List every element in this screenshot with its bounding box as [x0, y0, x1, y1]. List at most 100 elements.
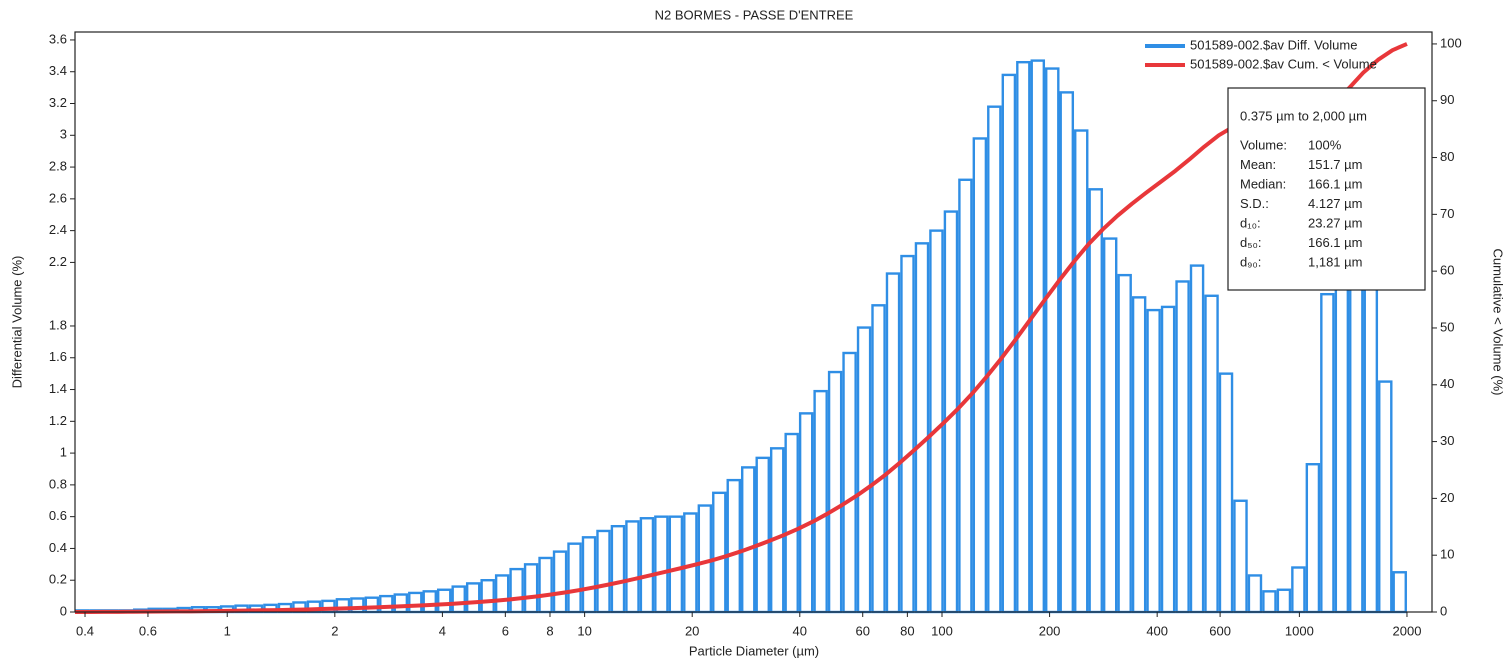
stats-frame [1227, 87, 1426, 291]
y-tick-label: 2.6 [49, 190, 67, 205]
bar [581, 536, 597, 614]
x-tick-label: 1 [224, 623, 231, 638]
x-tick-label: 0.6 [139, 623, 157, 638]
bar [1045, 67, 1060, 614]
plot-area [74, 42, 1408, 614]
bar [1392, 571, 1407, 614]
y-tick-label: 3.6 [49, 31, 67, 46]
bar [1363, 277, 1379, 614]
stats-label: Median: [1240, 176, 1286, 191]
bar [1378, 380, 1393, 614]
bar [1160, 305, 1176, 614]
bar [755, 456, 770, 614]
bar [827, 370, 843, 614]
x-tick-label: 2 [331, 623, 338, 638]
bar [1189, 264, 1205, 614]
bar [1320, 292, 1335, 614]
bar [712, 491, 727, 614]
y-tick-label: 3.2 [49, 95, 67, 110]
bar [625, 520, 640, 614]
stats-label: Volume: [1240, 137, 1287, 152]
bar [393, 593, 409, 614]
bar [538, 556, 553, 614]
stats-value: 1,181 µm [1308, 254, 1362, 269]
bar [1102, 237, 1118, 614]
x-tick-label: 6 [502, 623, 509, 638]
cumulative-line [74, 42, 1408, 614]
y-axis-label: Differential Volume (%) [9, 256, 24, 389]
x-tick-label: 200 [1039, 623, 1061, 638]
stats-box: 0.375 µm to 2,000 µm Volume: 100% Mean: 151.… [1227, 87, 1426, 291]
stats-value: 100% [1308, 137, 1342, 152]
legend: 501589-002.$av Diff. Volume 501589-002.$a… [1145, 37, 1377, 71]
bar [654, 515, 669, 614]
bar [1175, 280, 1190, 614]
x-tick-label: 20 [685, 623, 699, 638]
y2-tick-label: 0 [1440, 603, 1447, 618]
bar [668, 515, 684, 614]
bar [1146, 308, 1161, 614]
bar [596, 529, 611, 614]
x-tick-label: 0.4 [76, 623, 94, 638]
y-tick-label: 0.8 [49, 476, 67, 491]
bar [1276, 588, 1292, 614]
x-tick-label: 2000 [1393, 623, 1422, 638]
y2-tick-label: 20 [1440, 490, 1454, 505]
chart-title: N2 BORMES - PASSE D'ENTREE [655, 7, 854, 22]
bar [929, 229, 944, 614]
bar [1204, 294, 1219, 614]
x-tick-label: 100 [931, 623, 953, 638]
legend-label: 501589-002.$av Cum. < Volume [1190, 56, 1377, 71]
bar [567, 542, 582, 614]
y-tick-label: 1.4 [49, 381, 67, 396]
x-tick-label: 60 [855, 623, 869, 638]
bar [523, 563, 539, 614]
bar [494, 574, 510, 614]
bar [972, 137, 988, 614]
y2-tick-label: 50 [1440, 319, 1454, 334]
y-tick-label: 3.4 [49, 63, 67, 78]
y-tick-label: 0 [60, 603, 67, 618]
y-tick-label: 3 [60, 127, 67, 142]
bar [1262, 590, 1277, 614]
bar [914, 242, 930, 614]
bar [842, 351, 857, 614]
bar [364, 596, 380, 614]
bar [1247, 574, 1263, 614]
stats-value: 23.27 µm [1308, 215, 1362, 230]
bar [798, 412, 814, 614]
bar [509, 567, 524, 614]
y-tick-label: 2.8 [49, 159, 67, 174]
bar [1059, 91, 1075, 614]
stats-label: d₉₀: [1240, 254, 1261, 269]
bar [408, 591, 423, 614]
y-tick-label: 0.6 [49, 508, 67, 523]
bar [465, 582, 481, 614]
y2-tick-label: 60 [1440, 263, 1454, 278]
y2-tick-label: 10 [1440, 547, 1454, 562]
legend-label: 501589-002.$av Diff. Volume [1190, 37, 1357, 52]
bar [769, 447, 785, 614]
bar [422, 590, 437, 614]
y-tick-label: 1.2 [49, 413, 67, 428]
y2-tick-label: 30 [1440, 433, 1454, 448]
stats-label: d₅₀: [1240, 235, 1261, 250]
bar [451, 585, 466, 614]
y2-tick-label: 40 [1440, 376, 1454, 391]
stats-value: 166.1 µm [1308, 235, 1362, 250]
stats-value: 151.7 µm [1308, 157, 1362, 172]
y-tick-label: 1.6 [49, 349, 67, 364]
stats-label: Mean: [1240, 157, 1276, 172]
y-tick-label: 1.8 [49, 317, 67, 332]
y-tick-label: 1 [60, 445, 67, 460]
bar [1305, 463, 1321, 614]
bar [1218, 372, 1234, 614]
x-tick-label: 10 [577, 623, 591, 638]
y2-tick-label: 80 [1440, 149, 1454, 164]
bar [697, 504, 713, 614]
bar [813, 389, 828, 614]
stats-label: d₁₀: [1240, 215, 1261, 230]
bar [741, 466, 756, 614]
